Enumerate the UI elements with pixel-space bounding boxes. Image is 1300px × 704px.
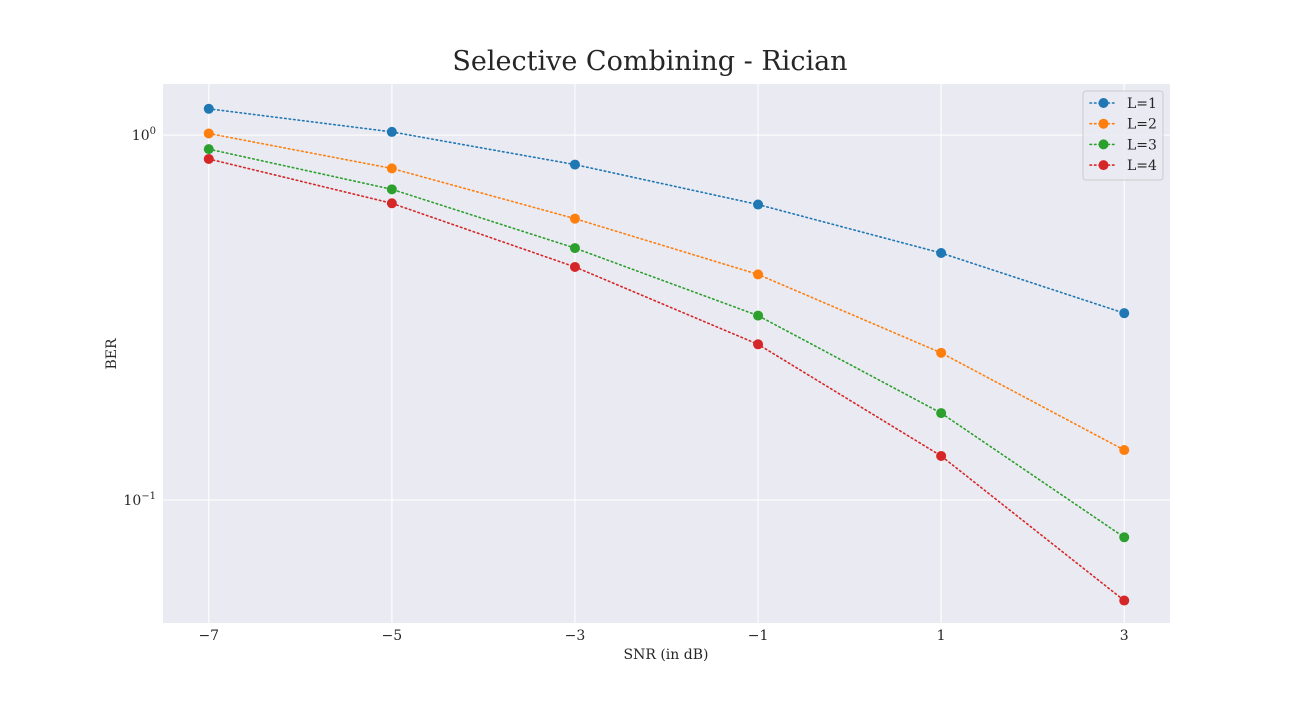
- x-axis-label: SNR (in dB): [624, 647, 709, 663]
- y-tick-label: 100: [132, 126, 156, 144]
- legend: L=1 L=2 L=3 L=4: [1082, 90, 1164, 181]
- series-L-1: [203, 103, 1130, 319]
- data-point: [1119, 308, 1130, 319]
- data-point: [203, 128, 214, 139]
- data-point: [386, 126, 397, 137]
- data-point: [1119, 445, 1130, 456]
- legend-label: L=3: [1127, 137, 1157, 153]
- data-point: [936, 408, 947, 419]
- data-point: [569, 213, 580, 224]
- data-point: [936, 450, 947, 461]
- x-axis-ticks: −7 −5 −3 −1 1 3: [198, 628, 1128, 644]
- legend-label: L=2: [1127, 117, 1157, 133]
- series-L-2: [203, 128, 1130, 456]
- x-tick-label: −7: [198, 628, 219, 644]
- legend-label: L=1: [1127, 96, 1157, 112]
- x-tick-label: 3: [1120, 628, 1129, 644]
- x-tick-label: −3: [565, 628, 586, 644]
- data-point: [203, 103, 214, 114]
- data-point: [753, 269, 764, 280]
- data-point: [753, 339, 764, 350]
- series-line: [207, 158, 1126, 602]
- x-tick-label: −5: [382, 628, 403, 644]
- series-layer: [203, 103, 1130, 606]
- data-point: [936, 347, 947, 358]
- data-point: [1119, 595, 1130, 606]
- y-tick-label: 10−1: [123, 491, 156, 509]
- plot-area: [163, 84, 1170, 623]
- data-point: [203, 153, 214, 164]
- series-L-4: [203, 153, 1130, 606]
- legend-item: L=2: [1089, 117, 1157, 133]
- data-point: [569, 159, 580, 170]
- data-point: [386, 184, 397, 195]
- series-line: [207, 108, 1126, 314]
- y-axis-label: BER: [104, 338, 120, 370]
- legend-label: L=4: [1127, 158, 1157, 174]
- x-tick-label: −1: [748, 628, 769, 644]
- chart-title: Selective Combining - Rician: [452, 46, 847, 77]
- x-tick-label: 1: [937, 628, 946, 644]
- series-line: [207, 132, 1126, 451]
- legend-box: [1082, 90, 1164, 181]
- data-point: [569, 243, 580, 254]
- legend-marker: [1098, 160, 1109, 171]
- legend-item: L=3: [1089, 137, 1157, 153]
- data-point: [753, 310, 764, 321]
- legend-item: L=1: [1089, 96, 1157, 112]
- data-point: [936, 248, 947, 259]
- legend-marker: [1098, 98, 1109, 108]
- data-point: [386, 198, 397, 209]
- legend-marker: [1098, 118, 1109, 129]
- y-axis-ticks: 100 10−1: [123, 126, 156, 509]
- legend-item: L=4: [1089, 158, 1157, 174]
- data-point: [753, 199, 764, 210]
- series-line: [207, 148, 1126, 539]
- data-point: [1119, 532, 1130, 543]
- data-point: [569, 261, 580, 272]
- data-point: [386, 163, 397, 174]
- series-L-3: [203, 144, 1130, 543]
- legend-marker: [1098, 139, 1109, 150]
- data-point: [203, 144, 214, 155]
